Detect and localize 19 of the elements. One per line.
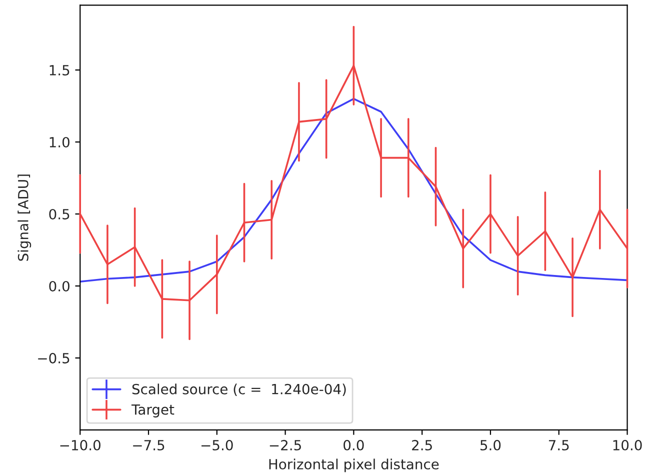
x-axis-title: Horizontal pixel distance	[269, 458, 439, 472]
x-tick-label: −5.0	[202, 440, 233, 450]
y-tick-label: 0.5	[49, 208, 70, 220]
y-axis-title: Signal [ADU]	[18, 174, 32, 261]
x-tick-label: −10.0	[60, 440, 100, 450]
x-tick-label: −7.5	[133, 440, 164, 450]
y-tick-label: 1.0	[50, 136, 70, 148]
x-tick-label: 7.5	[548, 440, 569, 450]
line-series	[80, 98, 628, 283]
x-tick-label: 5.0	[480, 440, 501, 450]
x-tick-label: 2.5	[412, 440, 432, 450]
legend-label: Target	[131, 404, 174, 418]
y-tick-label: −0.5	[38, 352, 70, 364]
y-tick-label: 0.0	[49, 280, 70, 292]
x-tick-label: 10.0	[613, 440, 642, 450]
y-tick-label: 1.5	[50, 65, 70, 76]
legend-label: Scaled source (c = 1.240e-04)	[132, 384, 346, 396]
x-tick-label: −2.5	[270, 440, 301, 450]
x-tick-label: 0.0	[344, 440, 364, 450]
